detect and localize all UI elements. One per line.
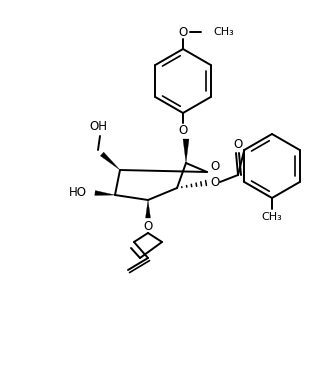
Text: O: O	[178, 25, 187, 39]
Polygon shape	[95, 191, 115, 195]
Polygon shape	[183, 139, 189, 163]
Text: O: O	[144, 220, 153, 234]
Text: O: O	[210, 176, 220, 190]
Text: O: O	[178, 125, 187, 137]
Text: CH₃: CH₃	[262, 212, 282, 222]
Text: O: O	[210, 161, 220, 173]
Polygon shape	[100, 152, 120, 170]
Text: OH: OH	[89, 120, 107, 134]
Text: O: O	[233, 137, 243, 151]
Text: HO: HO	[69, 186, 87, 200]
Text: CH₃: CH₃	[213, 27, 234, 37]
Polygon shape	[146, 200, 151, 218]
